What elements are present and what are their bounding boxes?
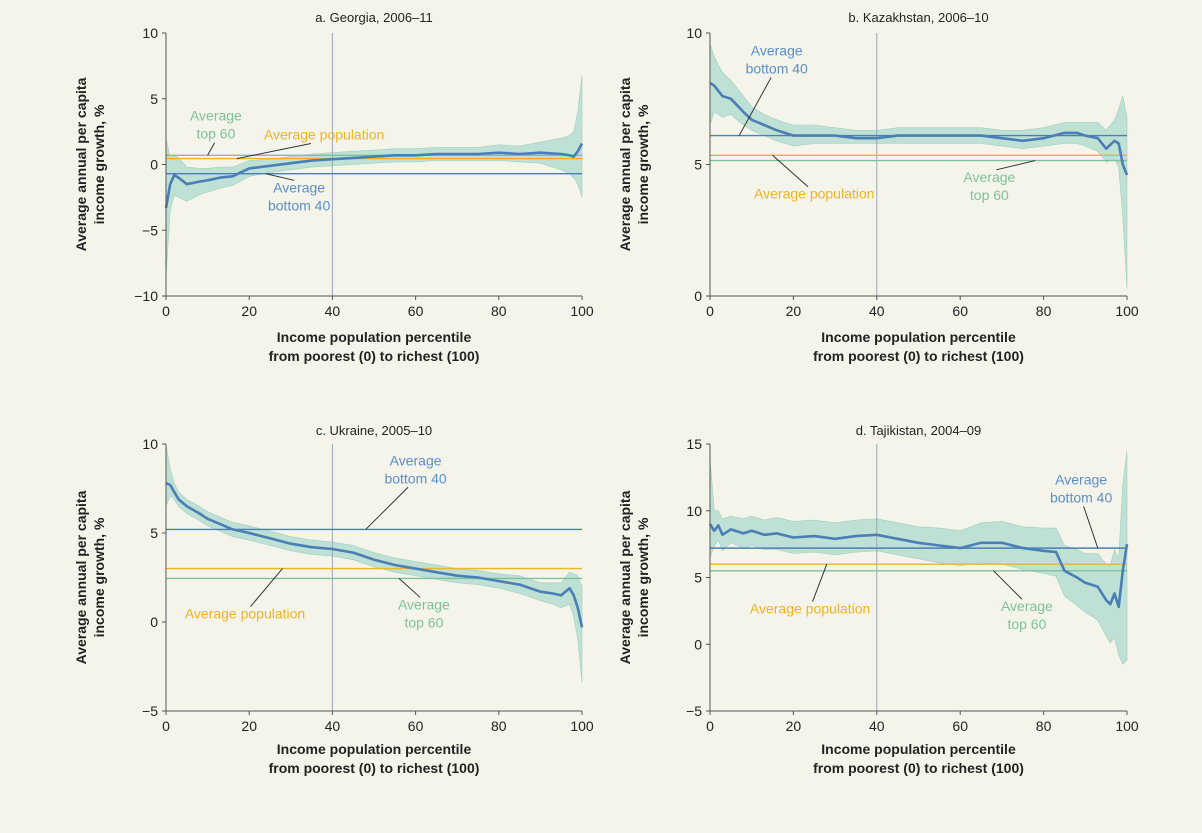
x-tick-label: 60 [408, 718, 424, 734]
chart-panel-1: b. Kazakhstan, 2006–10 10 5 00 20 40 60 80 100 In… [617, 10, 1139, 364]
y-tick-label: 10 [142, 25, 158, 41]
annotation-leader [812, 563, 828, 602]
growth-incidence-curve [165, 481, 584, 628]
growth-incidence-curve [708, 523, 1129, 609]
annotation-bottom40: Average bottom 40 [1050, 471, 1112, 505]
x-tick-label: 20 [786, 718, 802, 734]
x-tick-label: 0 [706, 718, 714, 734]
x-tick-label: 100 [570, 303, 594, 319]
y-tick-label: −5 [142, 222, 158, 238]
annotation-leader [265, 173, 295, 181]
y-tick-label: −10 [134, 288, 158, 304]
y-tick-label: 5 [150, 91, 158, 107]
annotation-leader [207, 142, 216, 156]
annotation-population: Average population [754, 186, 874, 202]
y-tick-label: 0 [150, 614, 158, 630]
x-tick-label: 80 [1036, 718, 1052, 734]
y-tick-label: 15 [686, 436, 702, 452]
annotation-top60: Average top 60 [1001, 598, 1053, 632]
chart-title: c. Ukraine, 2005–10 [316, 423, 432, 438]
x-tick-label: 20 [241, 718, 257, 734]
chart-title: b. Kazakhstan, 2006–10 [848, 10, 988, 25]
y-tick-label: 0 [150, 157, 158, 173]
annotation-leader [996, 160, 1036, 171]
x-tick-label: 20 [241, 303, 257, 319]
x-tick-label: 80 [491, 303, 507, 319]
x-tick-label: 40 [325, 303, 341, 319]
annotation-leader [250, 568, 283, 607]
confidence-band [165, 75, 583, 277]
y-tick-label: 5 [694, 570, 702, 586]
x-axis-label: Income population percentile from poorest… [269, 741, 480, 776]
confidence-band [165, 443, 583, 683]
chart-title: a. Georgia, 2006–11 [315, 10, 433, 25]
x-tick-label: 100 [1115, 718, 1139, 734]
x-tick-label: 40 [869, 303, 885, 319]
annotation-leader [738, 77, 772, 136]
x-tick-label: 60 [408, 303, 424, 319]
x-tick-label: 0 [162, 303, 170, 319]
annotation-leader [236, 143, 312, 160]
y-tick-label: 0 [694, 636, 702, 652]
annotation-top60: Average top 60 [398, 596, 450, 630]
x-tick-label: 40 [325, 718, 341, 734]
annotation-top60: Average top 60 [190, 108, 242, 142]
annotation-leader [772, 154, 809, 188]
annotation-bottom40: Average bottom 40 [384, 452, 446, 486]
chart-title: d. Tajikistan, 2004–09 [856, 423, 982, 438]
y-tick-label: 10 [686, 503, 702, 519]
y-tick-label: 5 [694, 157, 702, 173]
annotation-top60: Average top 60 [963, 169, 1015, 203]
x-tick-label: 80 [491, 718, 507, 734]
x-tick-label: 60 [952, 303, 968, 319]
y-axis-label: Average annual per capita income growth, … [617, 77, 651, 251]
annotation-population: Average population [750, 601, 870, 617]
x-tick-label: 0 [162, 718, 170, 734]
x-axis-label: Income population percentile from poorest… [813, 741, 1024, 776]
y-tick-label: −5 [686, 703, 702, 719]
confidence-band [709, 450, 1128, 665]
annotation-leader [398, 578, 421, 598]
growth-incidence-curve [709, 81, 1129, 176]
x-tick-label: 100 [570, 718, 594, 734]
y-axis-label: Average annual per capita income growth, … [73, 77, 107, 251]
x-tick-label: 20 [786, 303, 802, 319]
x-tick-label: 100 [1115, 303, 1139, 319]
annotation-population: Average population [264, 127, 384, 143]
annotation-bottom40: Average bottom 40 [268, 179, 330, 213]
x-tick-label: 40 [869, 718, 885, 734]
annotation-population: Average population [185, 605, 305, 621]
confidence-band [709, 43, 1128, 289]
x-axis-label: Income population percentile from poorest… [813, 329, 1024, 364]
x-axis-label: Income population percentile from poorest… [269, 329, 480, 364]
growth-incidence-curve [164, 142, 584, 209]
annotation-leader [365, 486, 409, 530]
y-tick-label: 5 [150, 525, 158, 541]
annotation-leader [1083, 506, 1099, 549]
annotation-leader [993, 570, 1023, 600]
y-tick-label: 10 [142, 436, 158, 452]
y-axis-label: Average annual per capita income growth, … [73, 490, 107, 664]
y-tick-label: 10 [686, 25, 702, 41]
x-tick-label: 60 [952, 718, 968, 734]
y-tick-label: −5 [142, 703, 158, 719]
y-tick-label: 0 [694, 288, 702, 304]
x-tick-label: 80 [1036, 303, 1052, 319]
y-axis-label: Average annual per capita income growth, … [617, 490, 651, 664]
annotation-bottom40: Average bottom 40 [746, 43, 808, 77]
x-tick-label: 0 [706, 303, 714, 319]
